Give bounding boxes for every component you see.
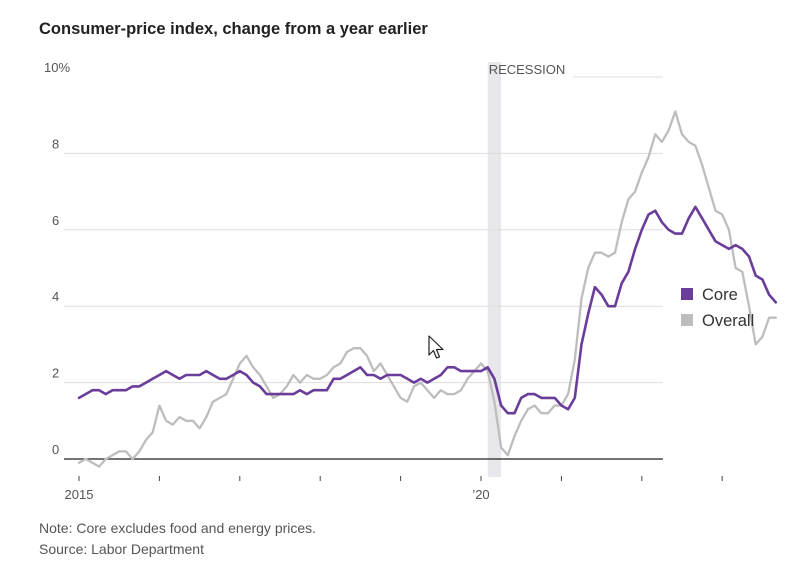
legend: Core Overall (681, 286, 754, 330)
y-tick-label-6: 6 (52, 213, 59, 228)
recession-band-group: RECESSION (487, 62, 566, 477)
gridlines (64, 76, 663, 384)
legend-swatch-core (681, 288, 693, 300)
chart-title: Consumer-price index, change from a year… (39, 20, 428, 38)
series-lines (77, 110, 778, 468)
legend-swatch-overall (681, 314, 693, 326)
y-tick-label-2: 2 (52, 366, 59, 381)
chart-source: Source: Labor Department (39, 541, 204, 557)
y-tick-label-0: 0 (52, 442, 59, 457)
y-tick-label-10: 10% (44, 60, 70, 75)
series-line-core (77, 205, 778, 415)
series-line-overall (77, 110, 777, 468)
x-axis: 2015 ’20 (64, 458, 723, 502)
y-tick-label-8: 8 (52, 136, 59, 151)
chart-note: Note: Core excludes food and energy pric… (39, 520, 317, 536)
legend-label-core: Core (702, 286, 738, 304)
x-tick-label: 2015 (65, 487, 94, 502)
y-tick-label-4: 4 (52, 289, 59, 304)
recession-label: RECESSION (489, 62, 566, 77)
y-tick-labels: 0 2 4 6 8 10% (44, 60, 70, 457)
x-tick-label: ’20 (472, 487, 489, 502)
recession-band (487, 62, 502, 477)
legend-label-overall: Overall (702, 312, 754, 330)
